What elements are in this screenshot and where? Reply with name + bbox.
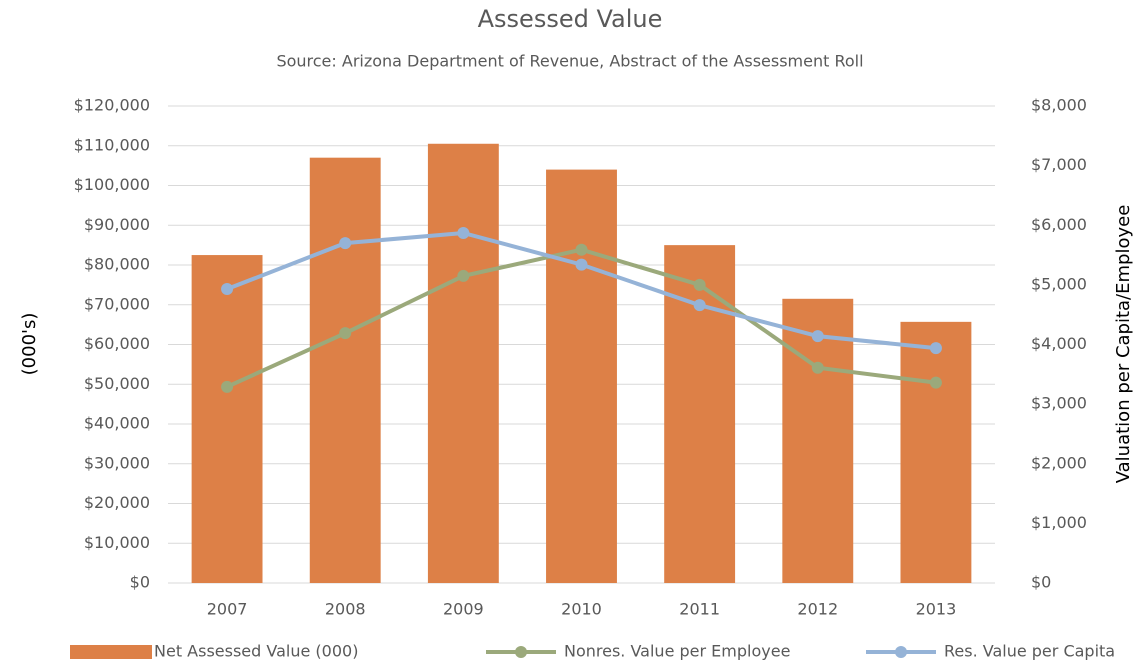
point (339, 237, 352, 250)
x-tick-label: 2012 (797, 600, 838, 619)
point (457, 269, 470, 282)
y-tick-label: $70,000 (84, 294, 150, 313)
x-tick-label: 2013 (916, 600, 957, 619)
point (575, 243, 588, 256)
point (221, 283, 234, 296)
x-tick-label: 2007 (207, 600, 248, 619)
y-tick-label: $30,000 (84, 453, 150, 472)
bar (782, 298, 854, 583)
y-tick-label: $110,000 (74, 135, 150, 154)
y2-tick-label: $8,000 (1031, 96, 1087, 115)
chart-subtitle: Source: Arizona Department of Revenue, A… (276, 52, 863, 71)
legend-swatch (515, 646, 527, 658)
y-tick-label: $10,000 (84, 533, 150, 552)
x-tick-label: 2011 (679, 600, 720, 619)
bar (309, 157, 381, 584)
y-tick-label: $100,000 (74, 175, 150, 194)
y-tick-label: $0 (130, 573, 150, 592)
y2-tick-label: $6,000 (1031, 215, 1087, 234)
y2-tick-label: $1,000 (1031, 513, 1087, 532)
chart-title: Assessed Value (478, 5, 663, 33)
legend-label: Res. Value per Capita (944, 642, 1115, 661)
point (811, 330, 824, 343)
y-tick-label: $20,000 (84, 493, 150, 512)
y2-tick-label: $2,000 (1031, 453, 1087, 472)
bar (546, 169, 617, 583)
y-tick-label: $90,000 (84, 215, 150, 234)
point (929, 342, 942, 355)
point (221, 380, 234, 393)
y2-tick-label: $4,000 (1031, 334, 1087, 353)
legend-label: Nonres. Value per Employee (564, 642, 790, 661)
bar (427, 143, 499, 583)
x-tick-label: 2010 (561, 600, 602, 619)
y-tick-label: $120,000 (74, 96, 150, 115)
y-tick-label: $80,000 (84, 255, 150, 274)
y-tick-label: $60,000 (84, 334, 150, 353)
y2-tick-label: $5,000 (1031, 274, 1087, 293)
bar (900, 321, 972, 583)
point (575, 258, 588, 271)
y2-tick-label: $7,000 (1031, 155, 1087, 174)
y-tick-label: $50,000 (84, 374, 150, 393)
y2-tick-label: $0 (1031, 573, 1051, 592)
legend-swatch (895, 646, 907, 658)
legend-label: Net Assessed Value (000) (154, 642, 358, 661)
point (339, 327, 352, 340)
point (929, 376, 942, 389)
x-tick-label: 2008 (325, 600, 366, 619)
y2-tick-label: $3,000 (1031, 394, 1087, 413)
point (693, 278, 706, 291)
point (693, 299, 706, 312)
legend-swatch (70, 645, 152, 659)
point (811, 361, 824, 374)
y2-axis-label: Valuation per Capita/Employee (1113, 205, 1134, 484)
y-tick-label: $40,000 (84, 414, 150, 433)
point (457, 227, 470, 240)
x-tick-label: 2009 (443, 600, 484, 619)
bar (191, 255, 263, 583)
y-axis-label: (000's) (19, 313, 40, 376)
